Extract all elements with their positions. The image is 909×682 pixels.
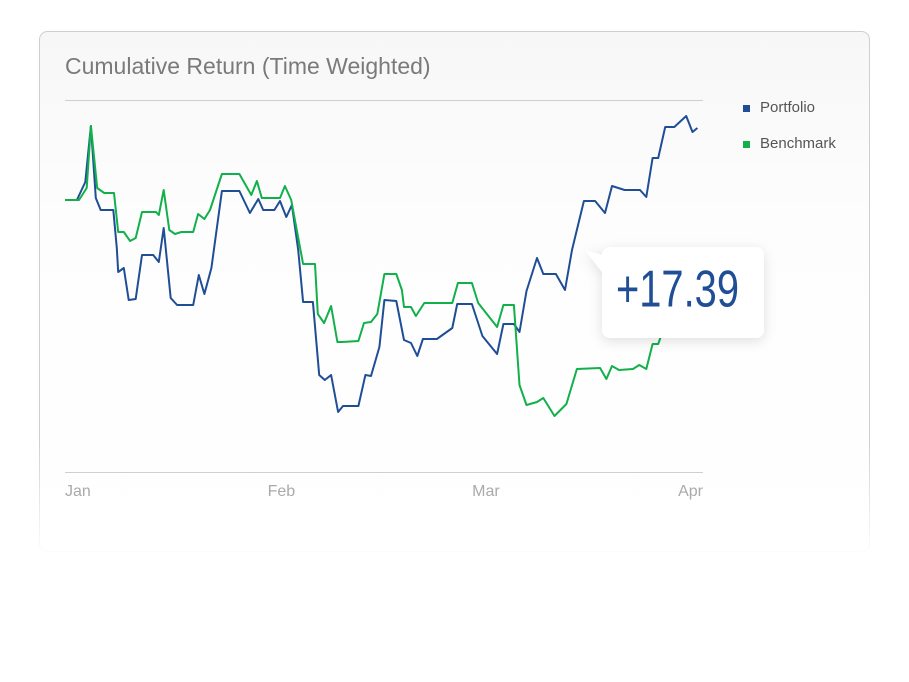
callout [585,247,764,338]
legend-swatch [743,105,750,112]
x-tick-label: Feb [268,483,296,500]
series-line [65,125,665,417]
plot [65,115,699,417]
legend-label: Benchmark [760,135,836,152]
legend-label: Portfolio [760,99,815,116]
chart-title: Cumulative Return (Time Weighted) [65,53,431,79]
series-line [65,115,699,413]
legend: Portfolio Benchmark [743,99,836,152]
callout-value: +17.39 [616,261,739,319]
legend-swatch [743,141,750,148]
x-tick-label: Jan [65,483,91,500]
card-fade [30,440,880,560]
x-tick-label: Apr [678,483,704,500]
x-tick-label: Mar [472,483,500,500]
